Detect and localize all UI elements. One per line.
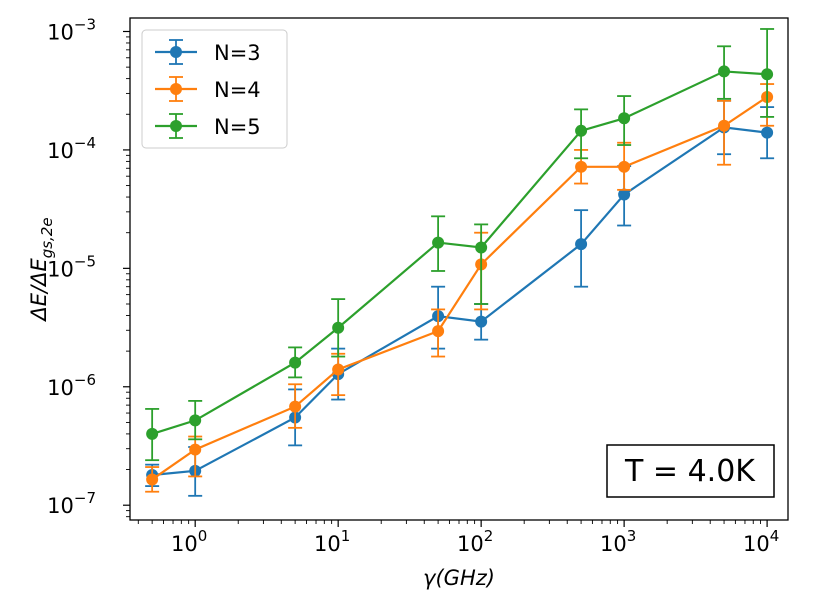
y-tick-label: 10−6	[47, 371, 96, 400]
data-point	[761, 126, 774, 139]
x-tick-exponent: 4	[770, 527, 780, 545]
data-point	[718, 65, 731, 78]
series-layer	[145, 28, 775, 497]
x-tick-label: 103	[600, 527, 636, 556]
y-axis-label: ΔE/ΔEgs,2e	[27, 217, 56, 322]
data-point	[189, 414, 202, 427]
data-point	[618, 160, 631, 173]
y-tick-exponent: −3	[74, 15, 96, 33]
x-tick-exponent: 1	[341, 527, 351, 545]
y-tick-label: 10−7	[47, 489, 96, 518]
x-tick-exponent: 2	[484, 527, 494, 545]
legend-marker	[170, 46, 182, 58]
data-point	[332, 363, 345, 376]
legend-item-N=4: N=4	[155, 76, 261, 102]
series-line	[152, 126, 768, 477]
legend: N=3 N=4 N=5	[141, 29, 288, 149]
x-tick-label: 102	[457, 527, 493, 556]
data-point	[332, 321, 345, 334]
y-axis-label-main: ΔE/ΔE	[27, 258, 51, 323]
data-point	[618, 188, 631, 201]
legend-label: N=5	[214, 115, 261, 139]
legend-label: N=3	[214, 41, 261, 65]
x-tick-label: 104	[743, 527, 779, 556]
series-line	[151, 96, 768, 481]
data-point	[475, 315, 488, 328]
data-point	[289, 400, 302, 413]
x-axis-label: γ(GHz)	[423, 566, 495, 590]
legend-box	[141, 29, 288, 149]
legend-item-N=5: N=5	[155, 113, 261, 139]
data-point	[761, 68, 774, 81]
temperature-annotation: T = 4.0K	[606, 444, 775, 498]
data-point	[618, 112, 631, 125]
data-point	[146, 427, 159, 440]
data-point	[432, 325, 445, 338]
y-tick-exponent: −5	[74, 252, 96, 270]
annotation-box	[606, 444, 775, 498]
legend-label: N=4	[214, 78, 261, 102]
y-axis-label-subscript: gs,2e	[38, 217, 56, 258]
data-point	[718, 119, 731, 132]
y-tick-exponent: −6	[74, 371, 96, 389]
y-tick-label: 10−3	[47, 15, 96, 44]
x-tick-label: 100	[171, 527, 207, 556]
data-point	[189, 443, 202, 456]
series-N=5	[145, 28, 775, 462]
legend-marker	[170, 83, 182, 95]
annotation-text: T = 4.0K	[624, 454, 756, 489]
x-tick-exponent: 3	[627, 527, 637, 545]
data-point	[475, 241, 488, 254]
y-tick-label: 10−4	[47, 134, 96, 163]
x-tick-exponent: 0	[198, 527, 208, 545]
data-point	[575, 124, 588, 137]
legend-marker	[170, 120, 182, 132]
legend-item-N=3: N=3	[155, 39, 261, 65]
y-tick-exponent: −4	[74, 134, 96, 152]
x-tick-label: 101	[314, 527, 350, 556]
data-point	[575, 160, 588, 173]
data-point	[146, 473, 159, 486]
y-tick-exponent: −7	[74, 489, 96, 507]
series-line	[151, 70, 768, 435]
data-point	[575, 238, 588, 251]
series-N=4	[145, 83, 775, 493]
data-point	[289, 356, 302, 369]
data-point	[432, 236, 445, 249]
